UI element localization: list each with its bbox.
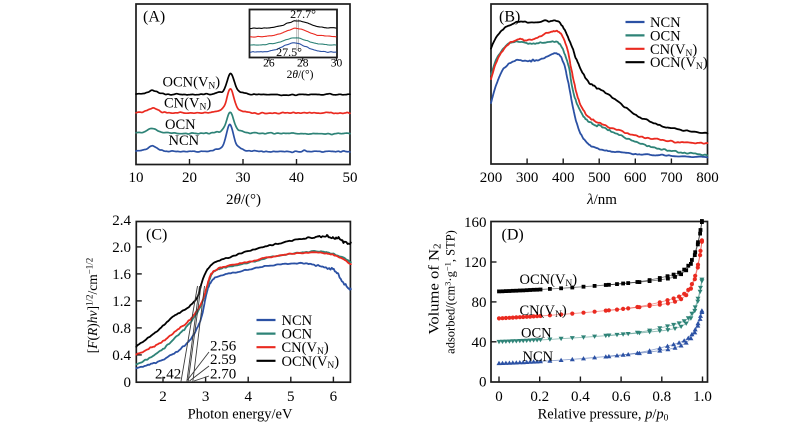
svg-text:2θ/(°): 2θ/(°) [226, 192, 261, 208]
svg-text:1.2: 1.2 [112, 294, 131, 310]
svg-text:0.6: 0.6 [612, 389, 631, 405]
svg-text:500: 500 [588, 170, 611, 186]
svg-text:0.2: 0.2 [530, 389, 549, 405]
svg-text:0: 0 [479, 375, 487, 391]
svg-text:0.8: 0.8 [652, 389, 671, 405]
svg-text:0.4: 0.4 [112, 348, 131, 364]
svg-text:27.5°: 27.5° [276, 45, 302, 59]
svg-text:2.0: 2.0 [112, 240, 131, 256]
svg-text:NCN: NCN [650, 15, 681, 31]
svg-text:200: 200 [480, 170, 503, 186]
svg-text:300: 300 [516, 170, 539, 186]
svg-text:OCN: OCN [282, 327, 313, 343]
svg-text:OCN: OCN [165, 117, 196, 133]
svg-text:5: 5 [287, 389, 295, 405]
svg-text:adsorbed/(cm3·g−1, STP): adsorbed/(cm3·g−1, STP) [443, 230, 458, 354]
svg-text:OCN: OCN [650, 28, 681, 44]
svg-text:28: 28 [297, 58, 309, 70]
svg-text:600: 600 [624, 170, 647, 186]
svg-text:(D): (D) [502, 227, 524, 244]
svg-text:1.6: 1.6 [112, 267, 131, 283]
svg-text:2.56: 2.56 [210, 339, 237, 355]
svg-text:(A): (A) [143, 9, 165, 26]
svg-text:λ/nm: λ/nm [586, 192, 617, 208]
svg-text:2.70: 2.70 [210, 367, 236, 383]
svg-text:Volume of N2: Volume of N2 [427, 244, 444, 335]
svg-text:OCN: OCN [521, 326, 552, 342]
svg-text:80: 80 [472, 295, 487, 311]
svg-text:26: 26 [263, 58, 275, 70]
svg-text:10: 10 [129, 170, 144, 186]
svg-text:400: 400 [552, 170, 575, 186]
svg-text:0: 0 [124, 375, 132, 391]
svg-text:OCN(VN): OCN(VN) [650, 55, 708, 72]
svg-text:40: 40 [472, 335, 487, 351]
svg-text:2.59: 2.59 [210, 352, 236, 368]
svg-text:120: 120 [464, 255, 487, 271]
svg-text:NCN: NCN [282, 313, 313, 329]
svg-text:6: 6 [330, 389, 338, 405]
svg-text:40: 40 [289, 170, 304, 186]
svg-text:30: 30 [236, 170, 251, 186]
svg-text:4: 4 [244, 389, 252, 405]
svg-text:27.7°: 27.7° [290, 7, 316, 21]
svg-text:NCN: NCN [169, 133, 200, 149]
svg-text:2.42: 2.42 [155, 367, 181, 383]
svg-text:NCN: NCN [523, 349, 554, 365]
svg-text:Photon energy/eV: Photon energy/eV [188, 407, 293, 423]
svg-text:OCN(VN): OCN(VN) [163, 75, 221, 92]
svg-text:OCN(VN): OCN(VN) [282, 354, 340, 371]
svg-text:2θ/(°): 2θ/(°) [287, 69, 314, 81]
svg-text:0.4: 0.4 [571, 389, 590, 405]
svg-text:(B): (B) [499, 9, 520, 26]
svg-text:1.0: 1.0 [693, 389, 712, 405]
svg-text:Relative pressure, p/p0: Relative pressure, p/p0 [538, 407, 669, 424]
svg-text:3: 3 [202, 389, 210, 405]
svg-text:20: 20 [182, 170, 197, 186]
svg-text:30: 30 [331, 58, 343, 70]
svg-text:50: 50 [343, 170, 358, 186]
svg-text:700: 700 [660, 170, 683, 186]
svg-text:(C): (C) [146, 227, 167, 244]
svg-text:2.4: 2.4 [112, 213, 131, 229]
svg-text:160: 160 [464, 215, 487, 231]
svg-text:2: 2 [159, 389, 167, 405]
svg-text:OCN(VN): OCN(VN) [520, 272, 578, 289]
svg-text:0.8: 0.8 [112, 321, 131, 337]
svg-text:[F(R)hν]1/2/cm−1/2: [F(R)hν]1/2/cm−1/2 [85, 258, 101, 354]
svg-text:800: 800 [696, 170, 719, 186]
svg-text:0: 0 [495, 389, 503, 405]
